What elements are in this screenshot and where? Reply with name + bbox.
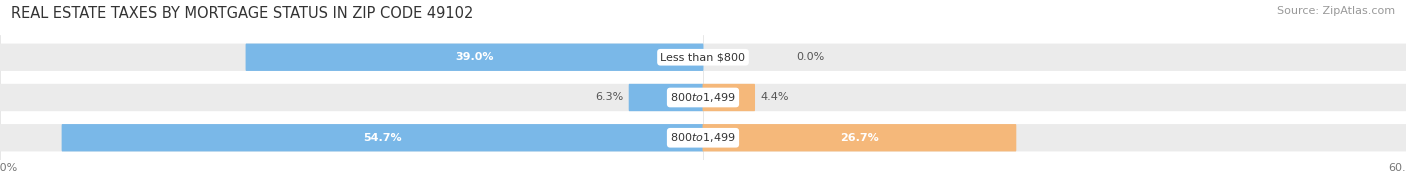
FancyBboxPatch shape (703, 84, 755, 111)
FancyBboxPatch shape (628, 84, 703, 111)
Text: $800 to $1,499: $800 to $1,499 (671, 91, 735, 104)
Text: Source: ZipAtlas.com: Source: ZipAtlas.com (1277, 6, 1395, 16)
Text: Less than $800: Less than $800 (661, 52, 745, 62)
Text: 6.3%: 6.3% (595, 92, 623, 103)
FancyBboxPatch shape (62, 124, 703, 152)
FancyBboxPatch shape (0, 43, 1406, 71)
Text: 39.0%: 39.0% (456, 52, 494, 62)
FancyBboxPatch shape (0, 84, 1406, 111)
Text: REAL ESTATE TAXES BY MORTGAGE STATUS IN ZIP CODE 49102: REAL ESTATE TAXES BY MORTGAGE STATUS IN … (11, 6, 474, 21)
Text: 54.7%: 54.7% (363, 133, 402, 143)
Text: 0.0%: 0.0% (797, 52, 825, 62)
Text: 4.4%: 4.4% (761, 92, 789, 103)
FancyBboxPatch shape (703, 124, 1017, 152)
FancyBboxPatch shape (0, 124, 1406, 152)
Text: 26.7%: 26.7% (839, 133, 879, 143)
FancyBboxPatch shape (246, 43, 703, 71)
Text: $800 to $1,499: $800 to $1,499 (671, 131, 735, 144)
